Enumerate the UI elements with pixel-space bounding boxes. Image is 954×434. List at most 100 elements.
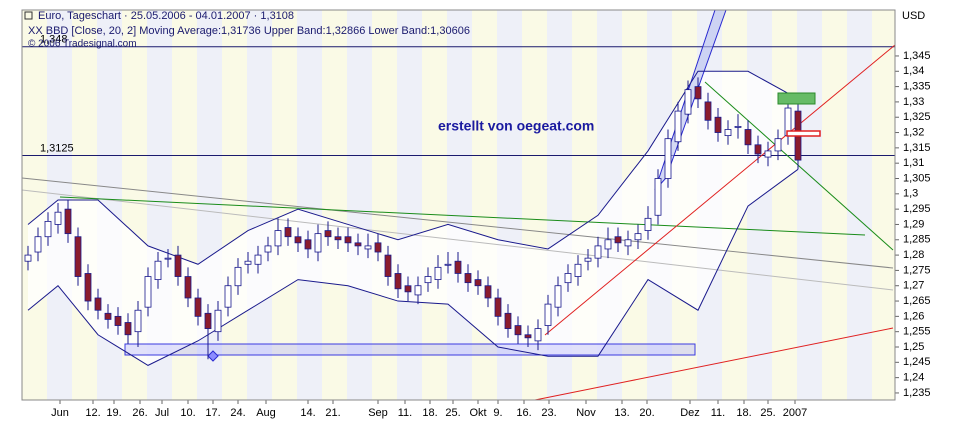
- candle-body: [604, 239, 612, 250]
- y-tick-label: 1,27: [903, 280, 924, 292]
- x-tick-label: Dez: [680, 407, 700, 419]
- candle-body: [54, 211, 62, 225]
- candle-body: [544, 303, 552, 326]
- candle-body: [24, 254, 32, 262]
- candle-body: [734, 126, 742, 128]
- candle-body: [424, 276, 432, 284]
- y-tick-label: 1,235: [903, 387, 931, 399]
- y-tick-label: 1,26: [903, 310, 924, 322]
- candle-body: [64, 208, 72, 235]
- candle-body: [584, 257, 592, 262]
- candle-body: [284, 227, 292, 238]
- candle-body: [324, 230, 332, 238]
- level-label: 1,348: [40, 34, 68, 46]
- annotation: erstellt von oegeat.com: [438, 118, 594, 134]
- candle-body: [174, 254, 182, 277]
- candle-body: [444, 263, 452, 266]
- candle-body: [94, 297, 102, 311]
- candle-body: [74, 236, 82, 277]
- x-tick-label: 20.: [639, 407, 654, 419]
- y-tick-label: 1,32: [903, 126, 924, 138]
- x-tick-label: 19.: [106, 407, 121, 419]
- stripe: [747, 10, 772, 400]
- y-tick-label: 1,24: [903, 372, 924, 384]
- candle-body: [634, 233, 642, 241]
- band-fill: [28, 71, 798, 366]
- candle-body: [344, 236, 352, 244]
- x-tick-label: 9.: [493, 407, 502, 419]
- trend-line-green-2: [704, 81, 894, 251]
- x-tick-label: 2007: [783, 407, 807, 419]
- stripe: [247, 10, 272, 400]
- x-tick-label: 14.: [300, 407, 315, 419]
- y-tick-label: 1,255: [903, 326, 931, 338]
- candle-body: [564, 273, 572, 284]
- x-tick-label: 18.: [736, 407, 751, 419]
- stripe: [297, 10, 322, 400]
- y-tick-label: 1,285: [903, 234, 931, 246]
- y-tick-label: 1,245: [903, 356, 931, 368]
- trend-line-gray: [21, 177, 894, 269]
- candle-body: [164, 257, 172, 260]
- source: © 2006 Tradesignal.com: [28, 39, 137, 50]
- x-tick-label: 16.: [516, 407, 531, 419]
- candle-body: [614, 236, 622, 244]
- candle-body: [574, 263, 582, 277]
- candle-body: [144, 276, 152, 308]
- candle-body: [694, 86, 702, 100]
- y-tick-label: 1,315: [903, 142, 931, 154]
- candle-body: [304, 239, 312, 250]
- x-tick-label: 21.: [325, 407, 340, 419]
- candle-body: [704, 101, 712, 121]
- candle-body: [154, 260, 162, 280]
- level-label: 1,3125: [40, 142, 74, 154]
- x-tick-label: 26.: [132, 407, 147, 419]
- candle-body: [514, 325, 522, 336]
- candle-body: [124, 322, 132, 336]
- stripe: [197, 10, 222, 400]
- candle-body: [234, 266, 242, 287]
- y-tick-label: 1,325: [903, 111, 931, 123]
- candle-body: [684, 89, 692, 115]
- trend-line-green: [59, 196, 866, 236]
- target-box: [777, 92, 816, 105]
- stripe: [422, 10, 447, 400]
- x-tick-label: Jun: [51, 407, 69, 419]
- candle-body: [264, 245, 272, 253]
- candle-body: [314, 233, 322, 253]
- chart-subtitle: XX BBD [Close, 20, 2] Moving Average:1,3…: [28, 25, 470, 37]
- candle-body: [504, 312, 512, 330]
- x-tick-label: Nov: [576, 407, 596, 419]
- candle-body: [664, 138, 672, 179]
- y-tick-label: 1,265: [903, 295, 931, 307]
- candle-body: [524, 334, 532, 339]
- candle-body: [454, 260, 462, 274]
- candle-body: [254, 254, 262, 265]
- candle-body: [34, 236, 42, 253]
- plot-frame: [21, 9, 896, 401]
- stripe: [872, 10, 895, 400]
- candle-body: [594, 245, 602, 259]
- candle-body: [114, 315, 122, 326]
- trend-line-red-2: [534, 327, 894, 401]
- candle-body: [104, 312, 112, 320]
- stripe: [797, 10, 822, 400]
- candle-body: [334, 236, 342, 241]
- candle-body: [744, 129, 752, 146]
- x-tick-label: 25.: [445, 407, 460, 419]
- candle-body: [84, 273, 92, 302]
- x-tick-label: 10.: [180, 407, 195, 419]
- candle-body: [534, 328, 542, 342]
- candle-body: [554, 285, 562, 308]
- x-tick-label: Okt: [469, 407, 486, 419]
- x-tick-label: Jul: [155, 407, 169, 419]
- y-tick-label: 1,31: [903, 157, 924, 169]
- header-icon: [24, 11, 33, 20]
- candle-body: [714, 116, 722, 133]
- labels-layer: 1,235 1,24 1,245 1,25 1,255 1,26 1,265 1,27 1,27…: [40, 34, 931, 419]
- stripe: [372, 10, 397, 400]
- candle-body: [474, 279, 482, 287]
- candle-body: [354, 242, 362, 247]
- y-tick-label: 1,335: [903, 80, 931, 92]
